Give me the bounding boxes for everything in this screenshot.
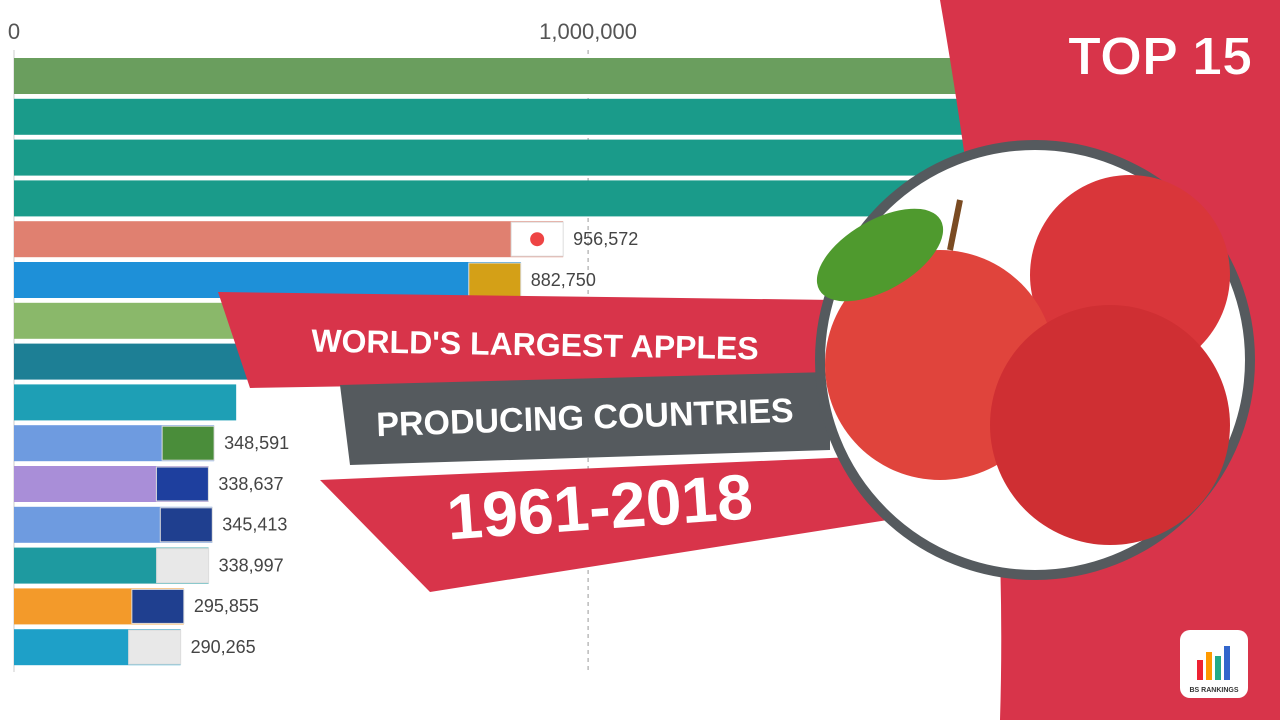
flag [161, 425, 215, 461]
value-label: 345,413 [222, 515, 287, 535]
value-label: 338,637 [218, 474, 283, 494]
flag [128, 629, 182, 665]
logo-bars [1197, 646, 1230, 680]
bar [14, 221, 564, 258]
bar [14, 139, 1036, 176]
banner-red [218, 292, 835, 388]
flag [155, 466, 209, 502]
badge: TOP 15 [1068, 26, 1252, 86]
bar [14, 98, 1042, 135]
flag [468, 262, 522, 298]
flag [159, 507, 213, 543]
value-label: 338,997 [219, 555, 284, 575]
flag [510, 221, 564, 257]
banner-gray [340, 372, 830, 465]
bar [14, 343, 254, 380]
plot-area: 0 1,000,000 956,572 882,750 348,591 338,637 34… [8, 19, 1048, 672]
bar [14, 384, 237, 421]
value-label: 882,750 [531, 270, 596, 290]
bar [14, 58, 1048, 94]
title: WORLD'S LARGEST APPLES [311, 323, 759, 367]
value-label: 290,265 [191, 637, 256, 657]
value-label: 956,572 [573, 229, 638, 249]
logo [1180, 630, 1248, 698]
flag [156, 548, 210, 584]
bar [14, 262, 521, 298]
apples [816, 175, 1230, 545]
x-tick-label: 0 [8, 19, 20, 44]
x-tick-label: 1,000,000 [539, 19, 637, 44]
value-label: 295,855 [194, 596, 259, 616]
bar [14, 180, 1031, 217]
flag-sun [530, 232, 545, 247]
brand: BS RANKINGS [1189, 687, 1238, 694]
banner-red [320, 455, 900, 592]
flag [131, 588, 185, 624]
value-label: 348,591 [224, 433, 289, 453]
